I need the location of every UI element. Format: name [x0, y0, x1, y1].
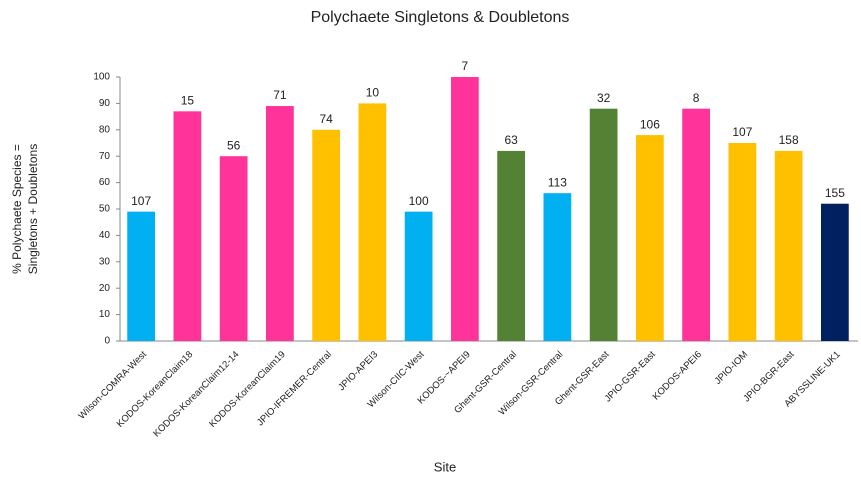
bar-label: 113: [548, 175, 567, 189]
x-tick-label: JPIO-APEI3: [336, 349, 380, 393]
bar: [821, 203, 849, 341]
bar-label: 63: [504, 133, 518, 147]
y-axis-title-line: % Polychaete Species =: [10, 144, 24, 274]
x-tick-label: JPIO-IOM: [713, 349, 751, 387]
y-axis-title: % Polychaete Species = Singletons + Doub…: [10, 144, 40, 274]
bar-label: 15: [181, 93, 195, 107]
bar: [404, 211, 433, 341]
bar: [312, 129, 340, 341]
x-tick-label: KODOS-KoreanClaim12-14: [151, 349, 241, 439]
bar-label: 7: [462, 59, 469, 73]
bar: [451, 77, 479, 341]
x-tick-label: KODOS-KoreanClaim19: [207, 349, 288, 430]
y-tick-label: 80: [99, 124, 111, 135]
bar-label: 71: [273, 88, 287, 102]
bar: [173, 111, 202, 341]
x-axis-title: Site: [434, 459, 456, 474]
bar-label: 56: [227, 138, 241, 152]
bar: [774, 150, 803, 341]
bar-label: 10: [366, 86, 380, 100]
bar: [127, 211, 155, 341]
bar: [219, 156, 248, 341]
y-tick-label: 100: [93, 72, 110, 83]
bar: [266, 106, 294, 341]
y-tick-label: 50: [99, 204, 111, 215]
bar-label: 74: [319, 112, 333, 126]
bar-label: 155: [825, 186, 845, 200]
x-tick-label: KODOS-KoreanClaim18: [115, 349, 196, 430]
y-tick-label: 60: [99, 177, 111, 188]
y-tick-label: 40: [99, 230, 111, 241]
bar: [728, 143, 757, 341]
bar-label: 107: [732, 125, 752, 139]
bar-label: 32: [597, 91, 611, 105]
y-tick-label: 20: [99, 283, 111, 294]
bar-label: 8: [693, 91, 700, 105]
bar: [497, 150, 525, 341]
bar-label: 158: [779, 133, 799, 147]
bar: [358, 103, 387, 342]
y-axis-title-line: Singletons + Doubletons: [26, 144, 40, 274]
bar: [682, 108, 710, 342]
y-tick-label: 0: [104, 336, 110, 347]
y-tick-label: 70: [99, 151, 111, 162]
bar: [589, 108, 618, 342]
bar: [543, 193, 572, 341]
chart-title: Polychaete Singletons & Doubletons: [311, 9, 570, 26]
y-tick-label: 90: [99, 98, 111, 109]
bar-label: 106: [640, 117, 660, 131]
bar-label: 100: [409, 194, 429, 208]
y-tick-label: 10: [99, 309, 111, 320]
y-tick-label: 30: [99, 256, 111, 267]
bar-label: 107: [131, 194, 151, 208]
x-tick-label: KODOS-APEI6: [651, 349, 704, 402]
bar: [636, 135, 664, 341]
